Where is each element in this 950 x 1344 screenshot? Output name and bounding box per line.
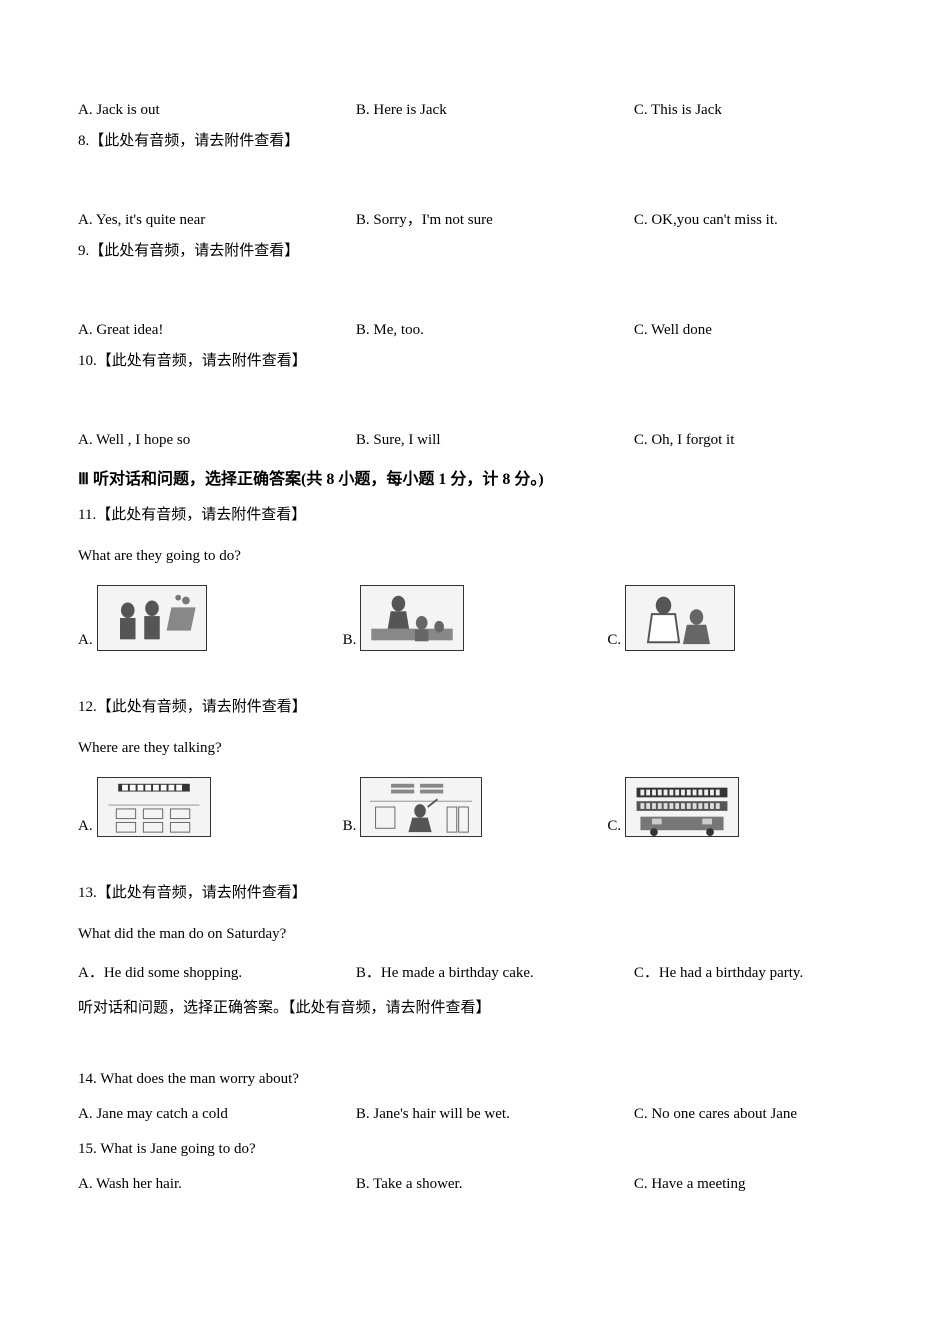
q10-opt-c: C. Oh, I forgot it: [634, 430, 872, 451]
q12-label-b: B.: [343, 816, 357, 837]
q9-options: A. Great idea! B. Me, too. C. Well done: [78, 320, 872, 341]
q12-opt-a: A.: [78, 777, 343, 837]
q9-opt-c: C. Well done: [634, 320, 872, 341]
q15-opt-b: B. Take a shower.: [356, 1174, 634, 1195]
q14-question: 14. What does the man worry about?: [78, 1069, 872, 1090]
q11-audio-note: 11.【此处有音频，请去附件查看】: [78, 505, 872, 526]
q11-label-c: C.: [607, 630, 621, 651]
q15-question: 15. What is Jane going to do?: [78, 1139, 872, 1160]
q8-opt-a: A. Yes, it's quite near: [78, 210, 356, 231]
q11-image-c: [625, 585, 735, 651]
q10-options: A. Well , I hope so B. Sure, I will C. O…: [78, 430, 872, 451]
q14-opt-c: C. No one cares about Jane: [634, 1104, 872, 1125]
q9-opt-a: A. Great idea!: [78, 320, 356, 341]
q7-opt-a: A. Jack is out: [78, 100, 356, 121]
q9-opt-b: B. Me, too.: [356, 320, 634, 341]
q11-image-b: [360, 585, 464, 651]
q13-opt-b: B．He made a birthday cake.: [356, 963, 634, 984]
q12-image-a: [97, 777, 211, 837]
q14-opt-b: B. Jane's hair will be wet.: [356, 1104, 634, 1125]
q10-audio-note: 10.【此处有音频，请去附件查看】: [78, 351, 872, 372]
q9-audio-note: 9.【此处有音频，请去附件查看】: [78, 241, 872, 262]
section3-title: Ⅲ 听对话和问题，选择正确答案(共 8 小题，每小题 1 分，计 8 分。): [78, 469, 872, 491]
q15-opt-a: A. Wash her hair.: [78, 1174, 356, 1195]
q15-options: A. Wash her hair. B. Take a shower. C. H…: [78, 1174, 872, 1195]
q15-opt-c: C. Have a meeting: [634, 1174, 872, 1195]
q12-image-c: [625, 777, 739, 837]
q11-image-a: [97, 585, 207, 651]
q7-opt-b: B. Here is Jack: [356, 100, 634, 121]
q12-label-a: A.: [78, 816, 93, 837]
q13-question: What did the man do on Saturday?: [78, 924, 872, 945]
q7-options: A. Jack is out B. Here is Jack C. This i…: [78, 100, 872, 121]
q10-opt-b: B. Sure, I will: [356, 430, 634, 451]
q12-opt-c: C.: [607, 777, 872, 837]
q12-image-b: [360, 777, 482, 837]
q11-question: What are they going to do?: [78, 546, 872, 567]
q11-image-options: A. B.: [78, 585, 872, 651]
q14-opt-a: A. Jane may catch a cold: [78, 1104, 356, 1125]
q8-opt-b: B. Sorry，I'm not sure: [356, 210, 634, 231]
q8-audio-note: 8.【此处有音频，请去附件查看】: [78, 131, 872, 152]
q7-opt-c: C. This is Jack: [634, 100, 872, 121]
q11-label-b: B.: [343, 630, 357, 651]
q8-opt-c: C. OK,you can't miss it.: [634, 210, 872, 231]
q11-label-a: A.: [78, 630, 93, 651]
q12-audio-note: 12.【此处有音频，请去附件查看】: [78, 697, 872, 718]
q12-opt-b: B.: [343, 777, 608, 837]
q8-options: A. Yes, it's quite near B. Sorry，I'm not…: [78, 210, 872, 231]
q13-audio-note: 13.【此处有音频，请去附件查看】: [78, 883, 872, 904]
q12-image-options: A. B.: [78, 777, 872, 837]
q11-opt-c: C.: [607, 585, 872, 651]
q10-opt-a: A. Well , I hope so: [78, 430, 356, 451]
q11-opt-b: B.: [343, 585, 608, 651]
q13-opt-a: A．He did some shopping.: [78, 963, 356, 984]
q12-label-c: C.: [607, 816, 621, 837]
q14-options: A. Jane may catch a cold B. Jane's hair …: [78, 1104, 872, 1125]
sub-audio-note: 听对话和问题，选择正确答案。【此处有音频，请去附件查看】: [78, 998, 872, 1019]
q11-opt-a: A.: [78, 585, 343, 651]
q13-options: A．He did some shopping. B．He made a birt…: [78, 963, 872, 984]
q13-opt-c: C．He had a birthday party.: [634, 963, 872, 984]
q12-question: Where are they talking?: [78, 738, 872, 759]
